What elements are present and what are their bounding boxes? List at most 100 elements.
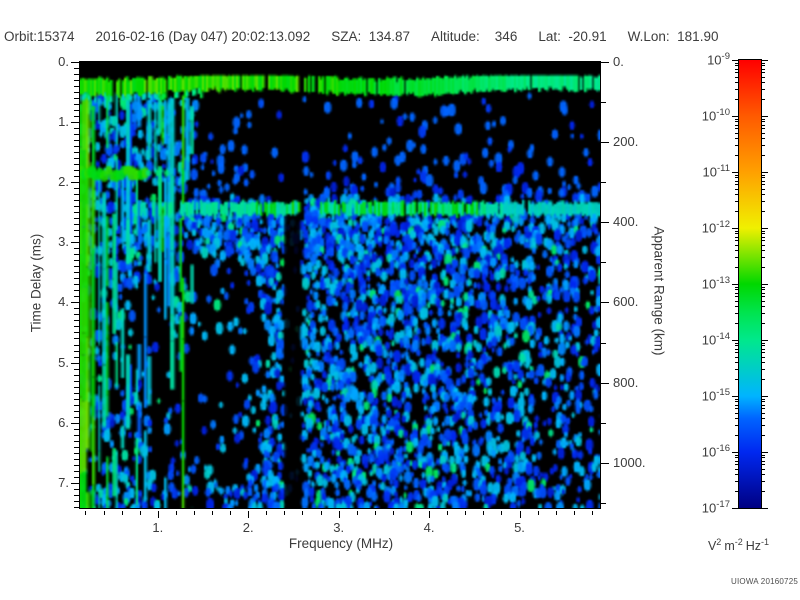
colorbar-major-tick xyxy=(762,116,768,117)
x-minor-tick xyxy=(410,511,412,515)
x-major-tick xyxy=(429,511,431,518)
y-left-minor-tick xyxy=(74,500,79,502)
y-right-tick-label: 400. xyxy=(613,214,639,230)
x-minor-tick xyxy=(284,511,286,515)
colorbar-minor-tick xyxy=(735,352,738,354)
colorbar-minor-tick xyxy=(762,323,765,325)
y-left-minor-tick xyxy=(74,344,79,346)
y-left-minor-tick xyxy=(74,350,79,352)
colorbar-minor-tick xyxy=(735,474,738,476)
header-field-orbit: Orbit:15374 xyxy=(4,29,75,44)
colorbar-minor-tick xyxy=(762,230,765,232)
colorbar-minor-tick xyxy=(735,230,738,232)
colorbar-minor-tick xyxy=(735,82,738,84)
colorbar-minor-tick xyxy=(735,468,738,470)
colorbar-minor-tick xyxy=(735,62,738,64)
y-left-minor-tick xyxy=(74,80,79,82)
y-left-minor-tick xyxy=(74,476,79,478)
colorbar-minor-tick xyxy=(735,99,738,101)
y-right-minor-tick xyxy=(601,262,606,264)
x-minor-tick xyxy=(212,511,214,515)
x-minor-tick xyxy=(139,511,141,515)
colorbar-major-tick xyxy=(732,396,738,397)
colorbar-minor-tick xyxy=(762,296,765,298)
header-field-wlon: W.Lon: 181.90 xyxy=(627,29,719,44)
y-left-tick xyxy=(71,62,79,63)
colorbar-minor-tick xyxy=(762,250,765,252)
colorbar-unit-label: V2 m-2 Hz-1 xyxy=(708,537,772,553)
y-left-minor-tick xyxy=(74,230,79,232)
y-right-tick xyxy=(601,302,609,304)
x-minor-tick xyxy=(121,511,123,515)
spectrogram-plot-frame xyxy=(79,61,601,509)
y-left-minor-tick xyxy=(74,128,79,130)
y-left-minor-tick xyxy=(74,428,79,430)
y-left-minor-tick xyxy=(74,392,79,394)
y-right-tick-label: 200. xyxy=(613,134,639,150)
colorbar-minor-tick xyxy=(735,233,738,235)
colorbar-minor-tick xyxy=(762,362,765,364)
y-left-tick xyxy=(71,122,79,124)
colorbar-minor-tick xyxy=(762,481,765,483)
y-left-minor-tick xyxy=(74,152,79,154)
colorbar-minor-tick xyxy=(762,124,765,126)
colorbar-minor-tick xyxy=(762,491,765,493)
colorbar-minor-tick xyxy=(735,267,738,269)
colorbar-minor-tick xyxy=(735,313,738,315)
y-left-minor-tick xyxy=(74,236,79,238)
colorbar-major-tick xyxy=(762,452,768,453)
colorbar-tick-label: 10-12 xyxy=(701,219,730,236)
y-left-tick-label: 3. xyxy=(58,234,69,250)
y-left-minor-tick xyxy=(74,338,79,340)
y-left-minor-tick xyxy=(74,488,79,490)
colorbar-minor-tick xyxy=(735,138,738,140)
colorbar-minor-tick xyxy=(762,398,765,400)
colorbar-minor-tick xyxy=(762,240,765,242)
colorbar-minor-tick xyxy=(735,401,738,403)
x-minor-tick xyxy=(266,511,268,515)
colorbar-tick-label: 10-16 xyxy=(701,443,730,460)
y-right-minor-tick xyxy=(601,102,606,104)
y-left-tick-label: 6. xyxy=(58,414,69,430)
y-left-tick xyxy=(71,242,79,244)
y-right-minor-tick xyxy=(601,502,606,504)
colorbar-unit-part: V2 xyxy=(707,537,722,554)
y-left-minor-tick xyxy=(74,224,79,226)
x-tick-label: 5. xyxy=(514,520,525,535)
colorbar-minor-tick xyxy=(735,155,738,157)
y-left-minor-tick xyxy=(74,260,79,262)
colorbar-minor-tick xyxy=(735,132,738,134)
y-left-minor-tick xyxy=(74,98,79,100)
colorbar-minor-tick xyxy=(762,99,765,101)
y-left-minor-tick xyxy=(74,176,79,178)
y-right-tick xyxy=(601,382,609,384)
x-minor-tick xyxy=(320,511,322,515)
y-left-minor-tick xyxy=(74,74,79,76)
y-right-minor-tick xyxy=(601,422,606,424)
x-minor-tick xyxy=(374,511,376,515)
y-right-tick xyxy=(601,142,609,144)
colorbar-major-tick xyxy=(762,508,768,509)
colorbar-minor-tick xyxy=(735,292,738,294)
y-left-minor-tick xyxy=(74,200,79,202)
x-minor-tick xyxy=(302,511,304,515)
colorbar-minor-tick xyxy=(762,435,765,437)
colorbar-minor-tick xyxy=(762,457,765,459)
y-left-minor-tick xyxy=(74,404,79,406)
x-major-tick xyxy=(338,511,340,518)
y-left-minor-tick xyxy=(74,206,79,208)
colorbar-minor-tick xyxy=(762,306,765,308)
colorbar-minor-tick xyxy=(735,435,738,437)
colorbar-minor-tick xyxy=(735,457,738,459)
y-left-minor-tick xyxy=(74,110,79,112)
colorbar-major-tick xyxy=(732,228,738,229)
colorbar-minor-tick xyxy=(735,342,738,344)
colorbar-minor-tick xyxy=(735,118,738,120)
colorbar-minor-tick xyxy=(735,121,738,123)
y-left-minor-tick xyxy=(74,380,79,382)
colorbar-minor-tick xyxy=(762,138,765,140)
colorbar-minor-tick xyxy=(762,292,765,294)
x-minor-tick xyxy=(465,511,467,515)
y-right-tick-label: 0. xyxy=(613,54,624,69)
